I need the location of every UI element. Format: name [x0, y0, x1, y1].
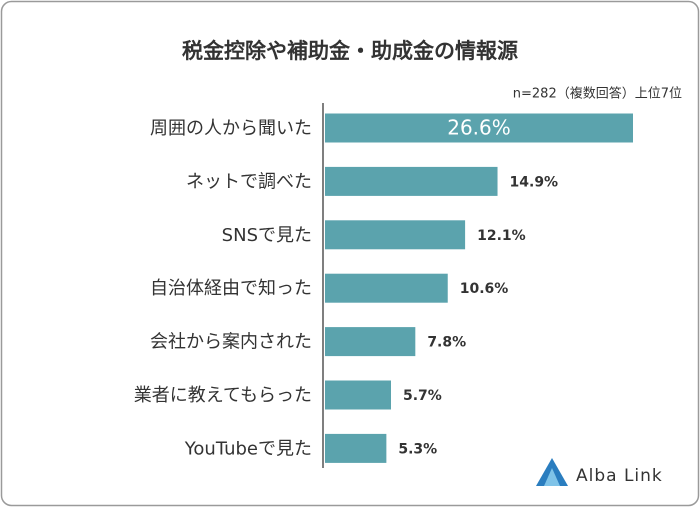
value-label: 7.8% — [427, 335, 466, 351]
category-label: SNSで見た — [222, 225, 312, 246]
category-label: 周囲の人から聞いた — [150, 118, 312, 139]
category-label: ネットで調べた — [186, 171, 312, 192]
bar — [325, 273, 448, 303]
chart-subtitle: n=282（複数回答）上位7位 — [513, 86, 682, 102]
logo: Alba Link — [536, 458, 663, 486]
value-label: 10.6% — [460, 281, 509, 297]
logo-text: Alba Link — [576, 466, 663, 486]
category-label: 自治体経由で知った — [150, 278, 312, 299]
value-label: 14.9% — [510, 174, 559, 190]
bar — [325, 433, 387, 463]
value-label: 5.7% — [403, 388, 442, 404]
bar — [325, 113, 633, 143]
bar — [325, 327, 416, 357]
bar — [325, 166, 498, 196]
category-label: 会社から案内された — [150, 332, 312, 353]
bar — [325, 380, 391, 410]
category-label: YouTubeで見た — [184, 438, 312, 459]
chart-title: 税金控除や補助金・助成金の情報源 — [182, 39, 518, 63]
category-label: 業者に教えてもらった — [134, 385, 312, 406]
logo-mark-inner — [544, 468, 560, 486]
value-label: 12.1% — [477, 228, 526, 244]
bar — [325, 220, 466, 250]
value-label: 5.3% — [398, 441, 437, 457]
value-label: 26.6% — [447, 116, 511, 140]
